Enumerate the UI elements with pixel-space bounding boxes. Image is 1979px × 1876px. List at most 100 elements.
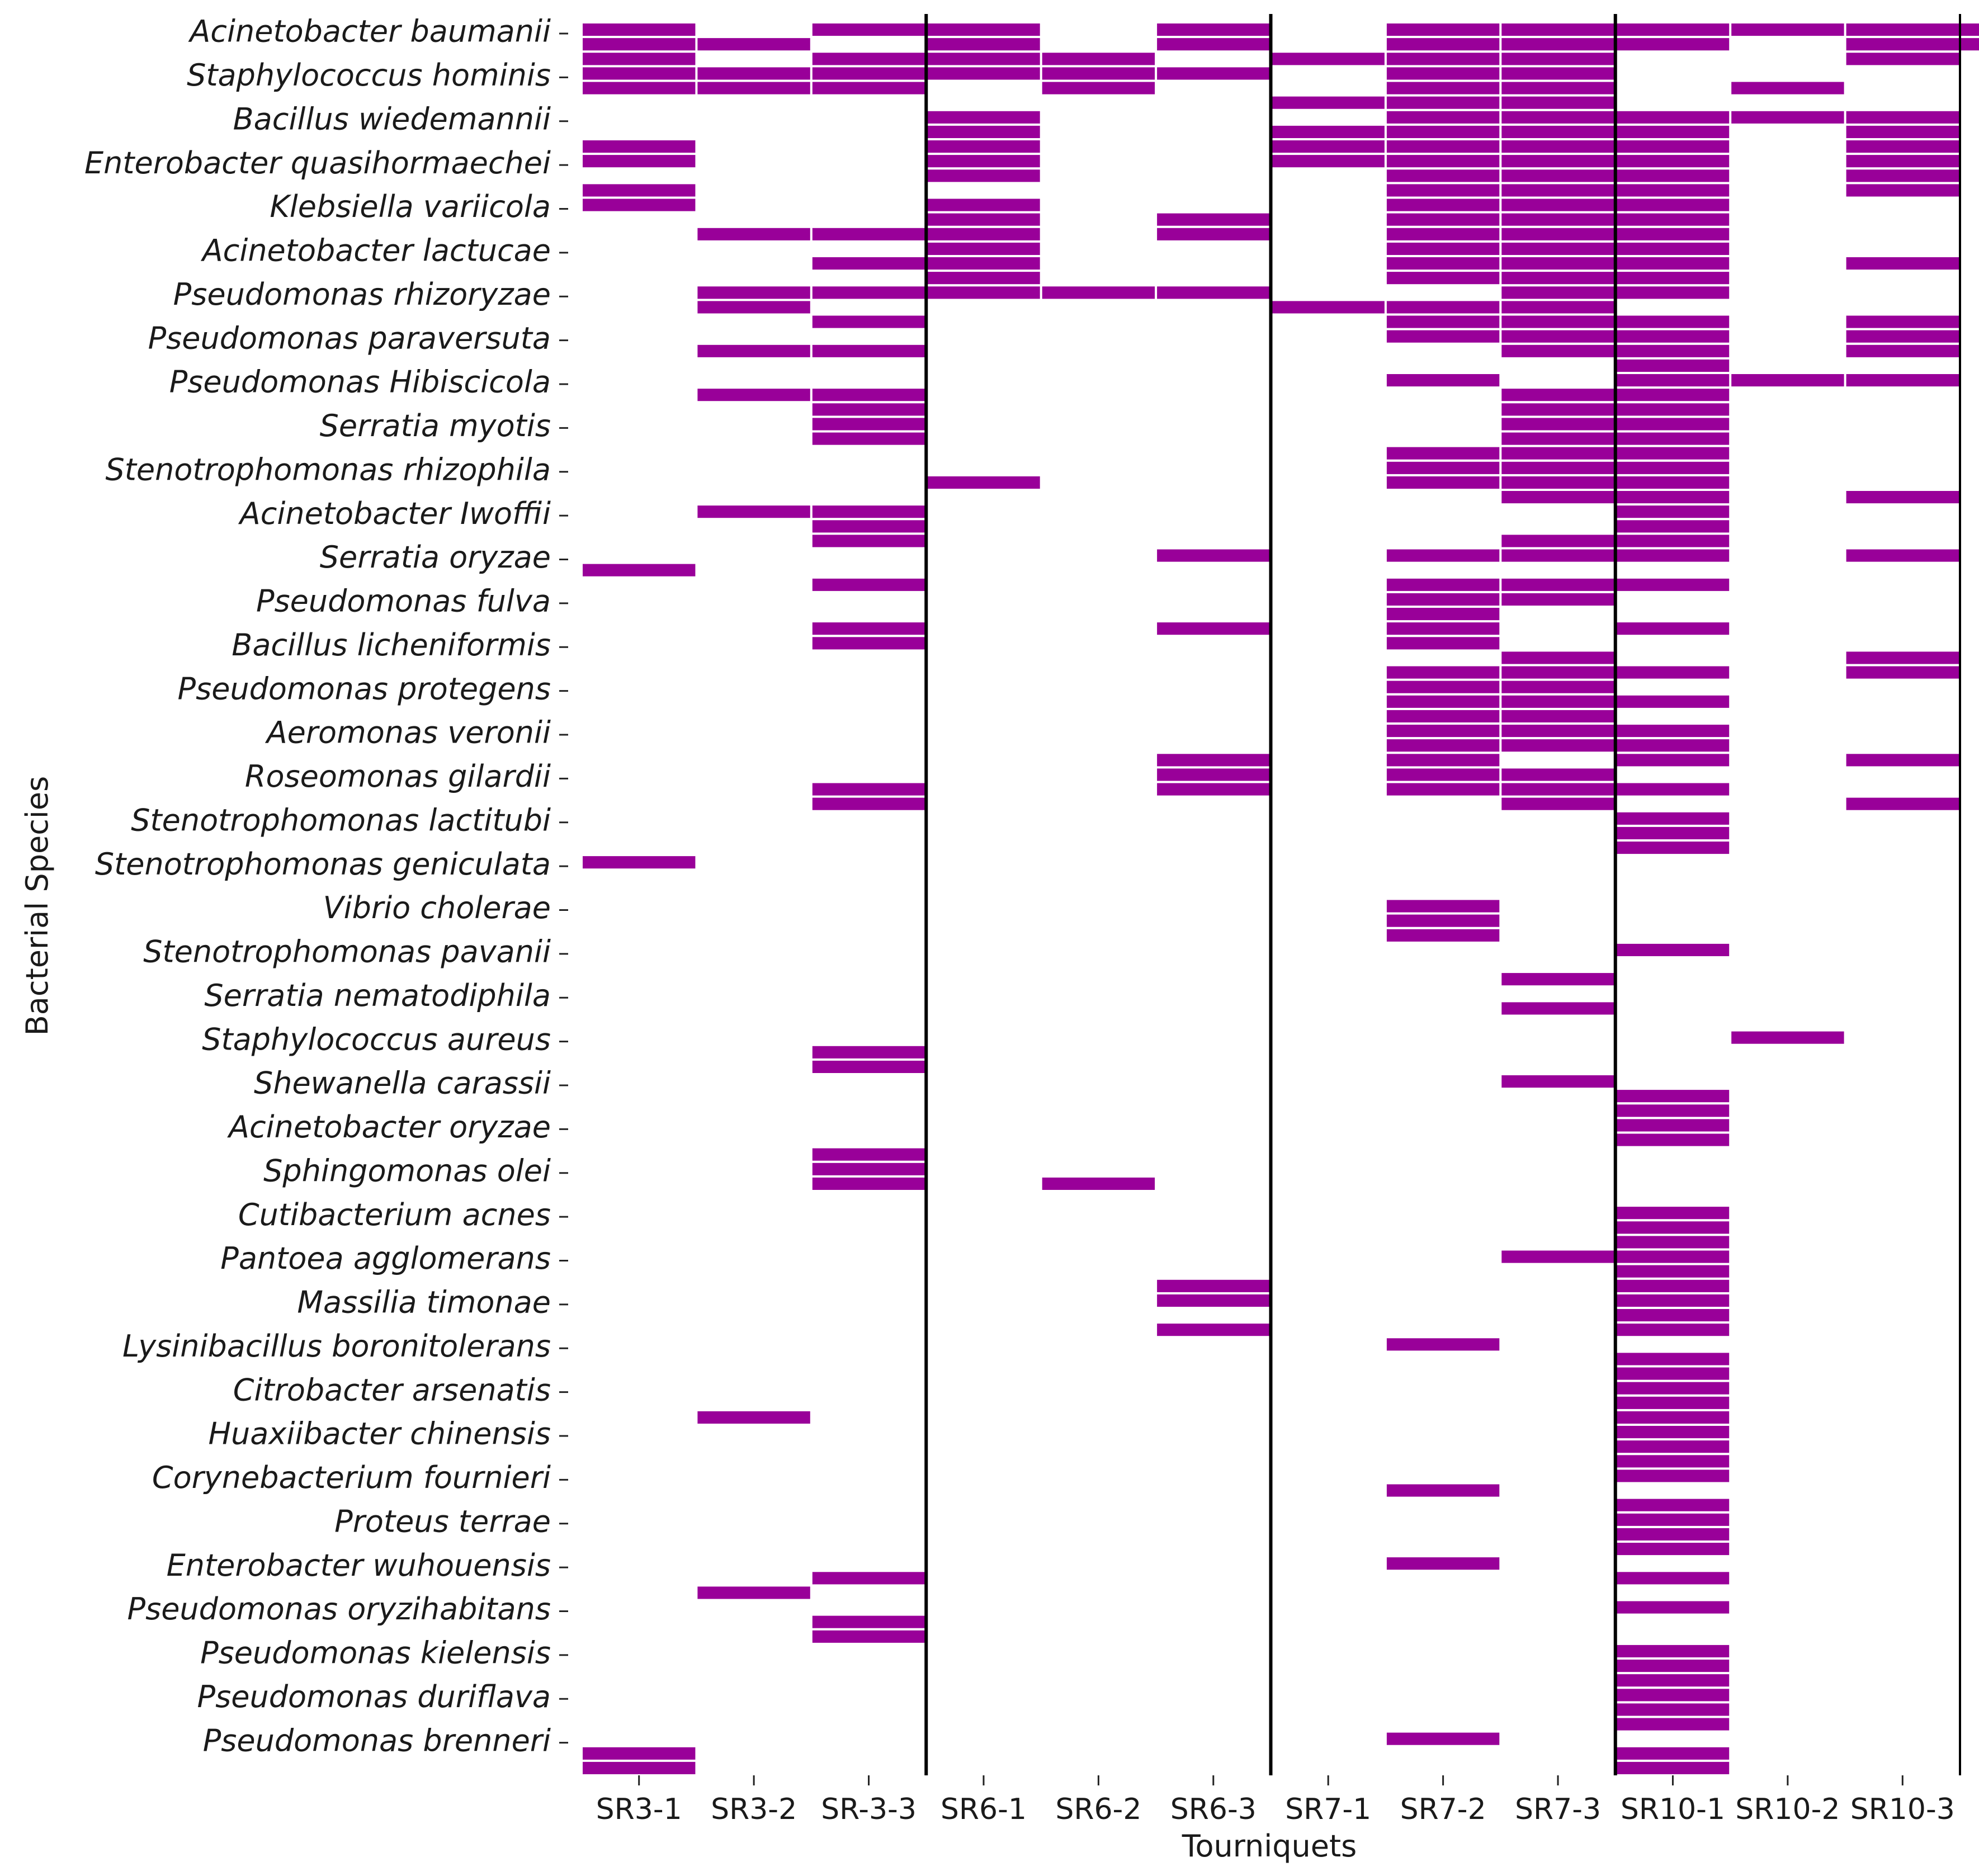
presence-bar xyxy=(1386,681,1500,693)
presence-bar xyxy=(1157,768,1270,781)
presence-bar xyxy=(1386,1338,1500,1351)
presence-bar xyxy=(1501,1075,1614,1088)
presence-bar xyxy=(583,53,696,65)
presence-bar xyxy=(1386,184,1500,197)
presence-bar xyxy=(1616,418,1730,431)
y-tick-label: Acinetobacter baumanii xyxy=(188,14,551,49)
y-tick-label: Cutibacterium acnes xyxy=(238,1197,551,1232)
presence-bar xyxy=(927,476,1040,489)
presence-bar xyxy=(1042,67,1155,80)
presence-bar xyxy=(1157,754,1270,767)
presence-bar xyxy=(1157,1294,1270,1307)
presence-bar xyxy=(1616,286,1730,299)
presence-bar xyxy=(1616,184,1730,197)
presence-bar xyxy=(583,856,696,869)
presence-bar xyxy=(812,1060,925,1073)
presence-bar xyxy=(1616,1543,1730,1556)
presence-bar xyxy=(1157,213,1270,226)
x-axis-title: Tourniquets xyxy=(1182,1828,1357,1864)
presence-bar xyxy=(1501,768,1614,781)
presence-bar xyxy=(1386,914,1500,927)
presence-bar xyxy=(1616,1718,1730,1731)
presence-bar xyxy=(1386,476,1500,489)
presence-bar xyxy=(1731,111,1844,124)
presence-bar xyxy=(1501,578,1614,591)
presence-bar xyxy=(583,1747,696,1760)
presence-bar xyxy=(927,155,1040,168)
presence-bar xyxy=(1386,768,1500,781)
presence-bar xyxy=(1157,783,1270,796)
presence-bar xyxy=(1616,1279,1730,1292)
presence-bar xyxy=(1616,943,1730,956)
presence-bar xyxy=(1501,330,1614,343)
presence-bar xyxy=(812,637,925,650)
presence-bar xyxy=(1501,199,1614,211)
presence-bar xyxy=(1501,213,1614,226)
presence-bar xyxy=(1386,695,1500,708)
presence-bar xyxy=(1501,1002,1614,1015)
presence-bar xyxy=(1616,23,1730,36)
presence-bar xyxy=(697,286,810,299)
x-tick-label: SR10-1 xyxy=(1621,1793,1725,1826)
presence-bar xyxy=(1616,695,1730,708)
presence-bar xyxy=(1616,1674,1730,1687)
presence-bar xyxy=(1616,125,1730,138)
presence-bar xyxy=(1616,1499,1730,1511)
presence-bar xyxy=(1501,432,1614,445)
y-tick-label: Serratia oryzae xyxy=(320,540,551,575)
presence-bar xyxy=(927,242,1040,255)
y-tick-label: Stenotrophomonas lactitubi xyxy=(131,802,551,838)
presence-bar xyxy=(1846,797,1959,810)
presence-bar xyxy=(1386,96,1500,109)
presence-bar xyxy=(1846,38,1959,51)
presence-bar xyxy=(1501,140,1614,153)
presence-bar xyxy=(1157,67,1270,80)
y-tick-label: Corynebacterium fournieri xyxy=(152,1460,551,1495)
presence-bar xyxy=(1386,315,1500,328)
presence-bar xyxy=(1616,242,1730,255)
presence-bar xyxy=(812,797,925,810)
y-tick-label: Stenotrophomonas pavanii xyxy=(143,934,551,970)
presence-bar xyxy=(1501,461,1614,474)
presence-bar xyxy=(812,1046,925,1059)
presence-bar xyxy=(1042,1177,1155,1190)
presence-bar xyxy=(812,1163,925,1175)
presence-bar xyxy=(1386,169,1500,182)
presence-bar xyxy=(1846,754,1959,767)
presence-bar xyxy=(1616,1440,1730,1453)
presence-bar xyxy=(1846,651,1959,664)
presence-bar xyxy=(1501,111,1614,124)
presence-bar xyxy=(1386,155,1500,168)
presence-bar xyxy=(1157,23,1270,36)
presence-bar xyxy=(1616,1411,1730,1424)
presence-bar xyxy=(1386,549,1500,562)
presence-bar xyxy=(697,1411,810,1424)
presence-bar xyxy=(1157,622,1270,635)
presence-bar xyxy=(1731,374,1844,387)
presence-bar xyxy=(1961,23,1979,36)
presence-bar xyxy=(1616,315,1730,328)
presence-bar xyxy=(1616,754,1730,767)
presence-bar xyxy=(1501,125,1614,138)
presence-bar xyxy=(1616,1119,1730,1132)
presence-bar xyxy=(1616,461,1730,474)
y-tick-label: Staphylococcus hominis xyxy=(187,58,551,93)
presence-bar xyxy=(927,140,1040,153)
group-separators xyxy=(924,14,1961,1775)
presence-bar xyxy=(1501,1250,1614,1263)
presence-bar xyxy=(1616,1455,1730,1468)
presence-bar xyxy=(1846,549,1959,562)
presence-bar xyxy=(1501,681,1614,693)
presence-bar xyxy=(1157,228,1270,240)
y-tick-label: Roseomonas gilardii xyxy=(245,759,551,794)
presence-bar xyxy=(1616,578,1730,591)
presence-bar xyxy=(812,389,925,401)
presence-bar xyxy=(1616,1250,1730,1263)
presence-bar xyxy=(1846,330,1959,343)
presence-bar xyxy=(812,67,925,80)
presence-bar xyxy=(1616,1324,1730,1336)
x-tick-label: SR10-2 xyxy=(1735,1793,1840,1826)
presence-bar xyxy=(1157,286,1270,299)
presence-bar xyxy=(1501,666,1614,679)
